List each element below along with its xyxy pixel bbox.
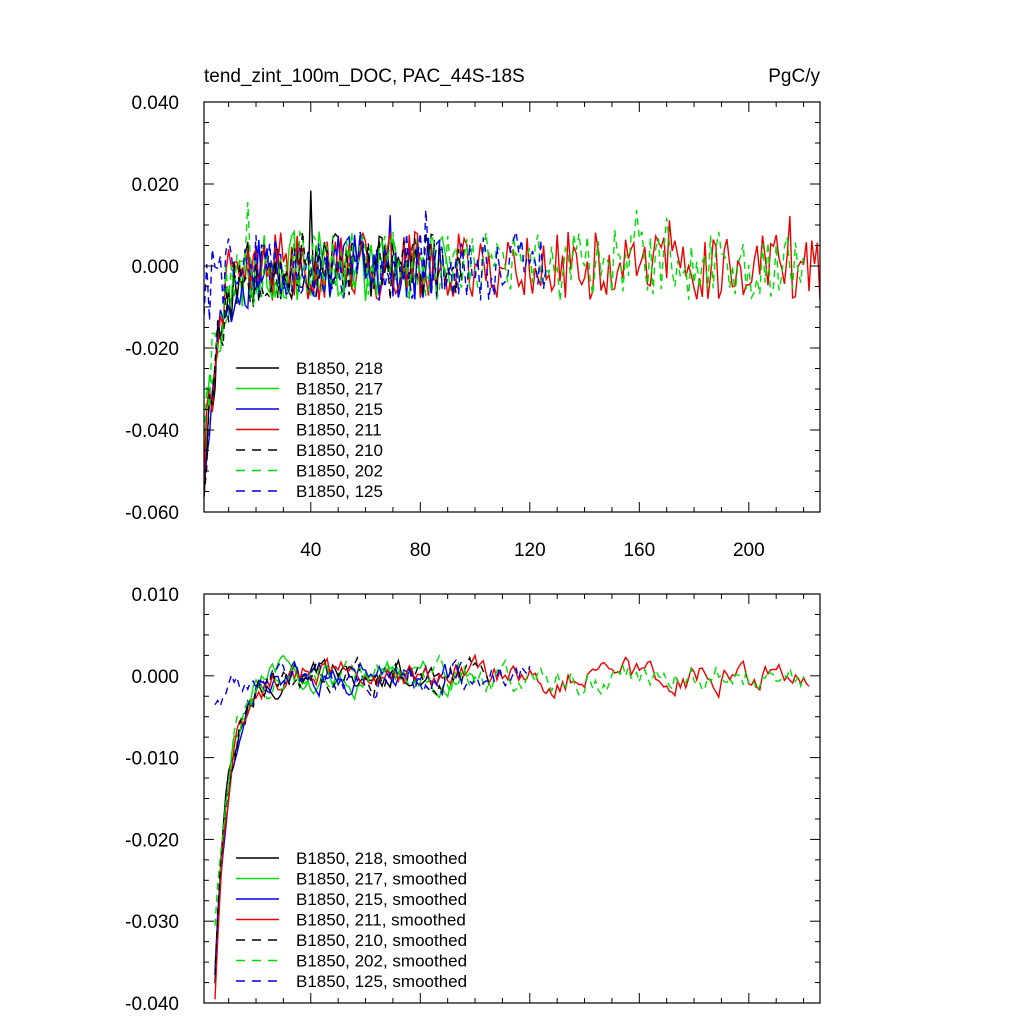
y-tick-label: 0.000	[131, 257, 179, 278]
x-tick-label: 80	[410, 540, 431, 561]
bottom-panel: -0.040 -0.030 -0.020 -0.010 0.000 0.010 B1850,…	[125, 585, 821, 1015]
series-line-6	[214, 653, 805, 926]
top-panel: -0.060 -0.040 -0.020 0.000 0.020 0.040 40 80 120…	[125, 93, 821, 561]
legend-label: B1850, 217, smoothed	[296, 870, 467, 889]
legend-label: B1850, 125	[296, 482, 383, 501]
legend-label: B1850, 215, smoothed	[296, 890, 467, 909]
legend-label: B1850, 125, smoothed	[296, 972, 467, 991]
series-line-5	[204, 231, 465, 497]
x-tick-label: 160	[623, 540, 655, 561]
y-tick-label: 0.000	[131, 667, 179, 688]
legend-label: B1850, 217	[296, 380, 383, 399]
y-tick-label: -0.030	[125, 912, 179, 933]
y-tick-label: -0.020	[125, 339, 179, 360]
legend-label: B1850, 211, smoothed	[296, 911, 466, 930]
legend-label: B1850, 210, smoothed	[296, 931, 467, 950]
legend-label: B1850, 218	[296, 359, 383, 378]
units-label: PgC/y	[768, 66, 820, 87]
y-tick-label: -0.040	[125, 421, 179, 442]
series-line-3	[214, 660, 463, 975]
y-tick-label: -0.020	[125, 830, 179, 851]
x-tick-label: 200	[733, 540, 765, 561]
y-tick-label: -0.060	[125, 503, 179, 524]
x-tick-label: 120	[514, 540, 546, 561]
x-tick-label: 40	[300, 540, 321, 561]
legend-label: B1850, 211	[296, 421, 382, 440]
y-tick-label: 0.010	[131, 585, 179, 606]
legend-label: B1850, 202	[296, 462, 383, 481]
legend-label: B1850, 202, smoothed	[296, 952, 467, 971]
series-line-6	[204, 202, 805, 447]
chart-title: tend_zint_100m_DOC, PAC_44S-18S	[204, 66, 525, 87]
y-tick-label: -0.010	[125, 749, 179, 770]
series-line-7	[214, 658, 531, 708]
legend-label: B1850, 218, smoothed	[296, 849, 467, 868]
legend-label: B1850, 215	[296, 400, 383, 419]
series-line-7	[204, 209, 547, 321]
legend: B1850, 218, smoothed B1850, 217, smoothed…	[236, 849, 467, 991]
y-tick-label: 0.020	[131, 175, 179, 196]
legend-label: B1850, 210	[296, 441, 383, 460]
y-tick-label: 0.040	[131, 93, 179, 114]
y-tick-label: -0.040	[125, 994, 179, 1015]
